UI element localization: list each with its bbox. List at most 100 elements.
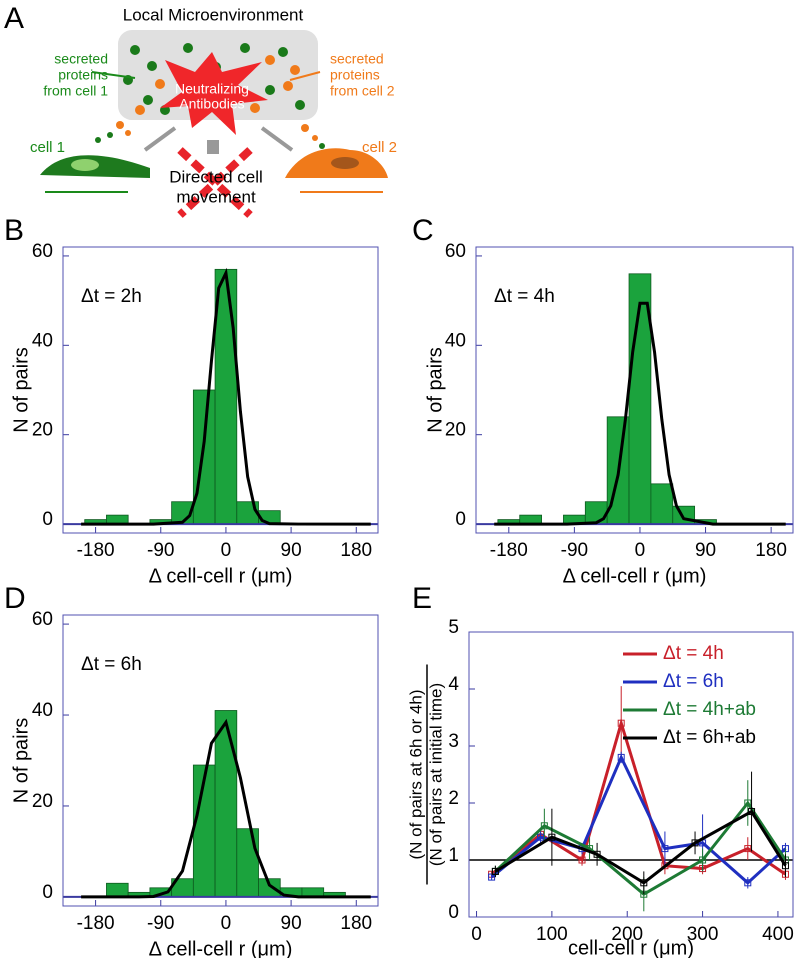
y-tick-label: 4	[448, 674, 459, 695]
y-tick-label: 0	[42, 882, 53, 903]
fit-curve	[81, 267, 371, 526]
x-axis-label: Δ cell-cell r (μm)	[563, 565, 707, 587]
point	[744, 799, 752, 807]
series-line	[494, 809, 787, 885]
point	[748, 808, 756, 816]
point	[537, 833, 545, 841]
y-tick-label: 0	[455, 509, 466, 530]
x-tick-label: -90	[147, 540, 174, 561]
left-label: secreted	[54, 51, 108, 67]
antibody-star	[160, 52, 268, 135]
x-tick-label: 90	[695, 540, 716, 561]
y-tick-label: 40	[32, 700, 53, 721]
x-tick-label: 180	[340, 913, 372, 934]
bar	[214, 710, 238, 898]
point	[548, 833, 556, 841]
plot-frame	[62, 246, 379, 534]
right-label: from cell 2	[330, 83, 395, 99]
point	[744, 879, 752, 887]
point	[781, 862, 789, 870]
x-tick-label: 0	[221, 540, 232, 561]
x-tick-label: -180	[490, 540, 528, 561]
panel-label: C	[412, 214, 434, 247]
point	[699, 856, 707, 864]
left-label: from cell 1	[43, 83, 108, 99]
y-axis-label: (N of pairs at 6h or 4h)	[406, 689, 425, 859]
point	[488, 873, 496, 881]
pointer	[91, 71, 136, 79]
arrow	[260, 126, 294, 152]
y-tick-label: 5	[448, 617, 459, 638]
right-label: secreted	[330, 51, 384, 67]
pointer	[289, 71, 321, 81]
bar	[584, 501, 608, 525]
point	[540, 822, 548, 830]
plot-frame	[62, 614, 379, 907]
y-tick-label: 20	[445, 420, 466, 441]
y-tick-label: 40	[32, 330, 53, 351]
x-tick-label: -180	[77, 913, 115, 934]
x-tick-label: 180	[755, 540, 787, 561]
center-label: Antibodies	[179, 96, 244, 112]
y-tick-label: 40	[445, 330, 466, 351]
point	[491, 867, 499, 875]
y-tick-label: 1	[448, 845, 459, 866]
x-axis-label: Δ cell-cell r (μm)	[149, 565, 293, 587]
plot-frame	[475, 246, 794, 534]
point	[593, 850, 601, 858]
legend-label: Δt = 4h+ab	[663, 699, 756, 720]
nucleus	[71, 159, 99, 171]
panel-label: A	[4, 2, 24, 35]
fit-curve	[81, 718, 371, 899]
point	[578, 856, 586, 864]
x-tick-label: 90	[281, 540, 302, 561]
bar	[106, 882, 129, 898]
x-axis-label: Δ cell-cell r (μm)	[149, 938, 293, 958]
panel-label: E	[412, 582, 432, 615]
point	[661, 845, 669, 853]
y-tick-label: 60	[32, 609, 53, 630]
bar	[236, 828, 259, 898]
cell-label: cell 2	[362, 139, 397, 156]
annotation: Δt = 4h	[494, 286, 555, 307]
diagram: A Local Microenvironment Neutralizing An…	[4, 2, 397, 218]
y-tick-label: 20	[32, 420, 53, 441]
x-tick-label: 400	[762, 924, 794, 945]
point	[640, 879, 648, 887]
left-label: proteins	[58, 67, 108, 83]
box-title: Local Microenvironment	[123, 5, 304, 24]
x-tick-label: -90	[561, 540, 588, 561]
y-axis-label: N of pairs	[10, 718, 32, 804]
movement-label: movement	[176, 187, 256, 206]
bar	[214, 268, 238, 525]
bar	[650, 483, 674, 525]
y-axis-label: (N of pairs at initial time)	[426, 683, 445, 866]
x-tick-label: 0	[221, 913, 232, 934]
annotation: Δt = 6h	[81, 654, 142, 675]
arrow	[207, 140, 219, 154]
y-axis-label: N of pairs	[10, 347, 32, 433]
legend-label: Δt = 6h	[663, 671, 724, 692]
x-axis-label: cell-cell r (μm)	[568, 937, 694, 958]
y-tick-label: 3	[448, 731, 459, 752]
cell-label: cell 1	[30, 139, 65, 156]
bar	[192, 389, 216, 525]
point	[691, 839, 699, 847]
x-tick-label: 0	[635, 540, 646, 561]
panel-label: B	[4, 214, 24, 247]
point	[617, 753, 625, 761]
nucleus	[331, 157, 359, 169]
fit-curve	[494, 301, 786, 526]
point	[744, 845, 752, 853]
right-label: proteins	[330, 67, 380, 83]
x-tick-label: -90	[147, 913, 174, 934]
point	[617, 719, 625, 727]
x-tick-label: 0	[471, 924, 482, 945]
y-tick-label: 60	[32, 241, 53, 262]
y-tick-label: 0	[42, 509, 53, 530]
x-tick-label: 180	[340, 540, 372, 561]
y-tick-label: 20	[32, 791, 53, 812]
annotation: Δt = 2h	[81, 286, 142, 307]
